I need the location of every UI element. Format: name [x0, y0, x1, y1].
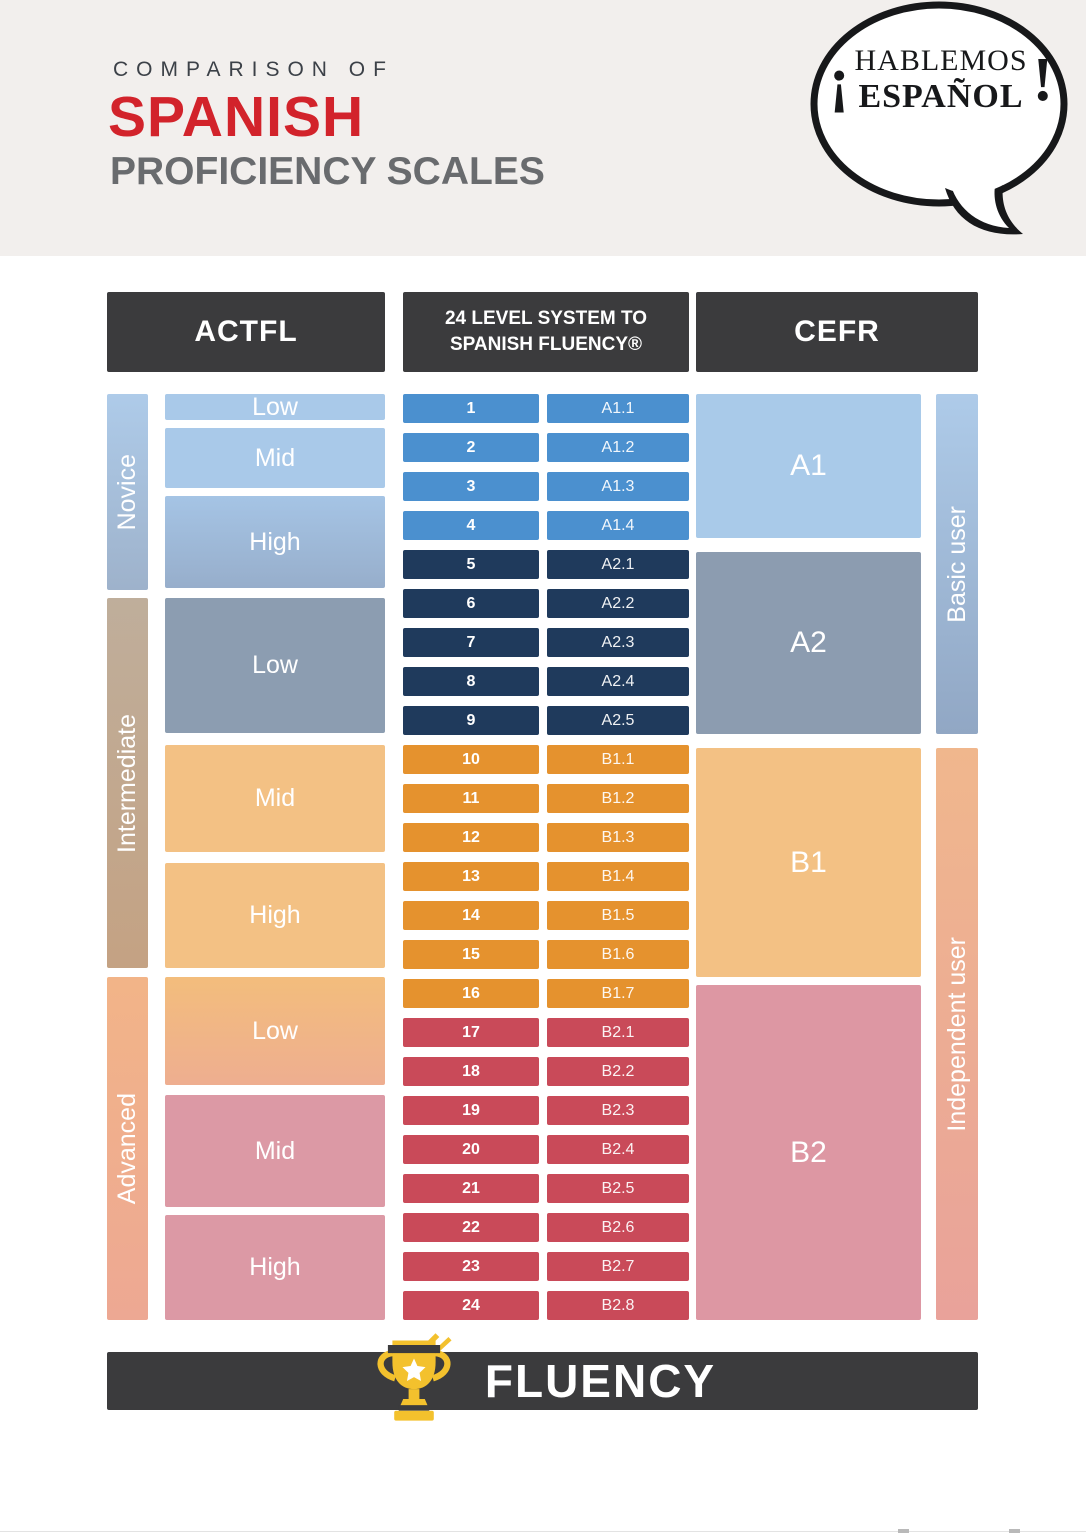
page-subtitle: PROFICIENCY SCALES [110, 150, 545, 193]
column-header-cefr: CEFR [696, 292, 978, 372]
level-number-13: 13 [403, 862, 539, 891]
level-number-11: 11 [403, 784, 539, 813]
fluency-bar: FLUENCY [107, 1333, 978, 1421]
fluency-label: FLUENCY [484, 1355, 717, 1407]
actfl-group-novice-label: Novice [113, 453, 141, 531]
level-number-14: 14 [403, 901, 539, 930]
logo-text: ¡ HABLEMOS ESPAÑOL ! [825, 44, 1057, 116]
column-header-actfl: ACTFL [107, 292, 385, 372]
bottom-speck [1009, 1529, 1020, 1533]
level-number-7: 7 [403, 628, 539, 657]
level-code-A1.4: A1.4 [547, 511, 689, 540]
level-code-B1.4: B1.4 [547, 862, 689, 891]
level-number-2: 2 [403, 433, 539, 462]
column-header-24-level-system: 24 LEVEL SYSTEM TO SPANISH FLUENCY® [403, 292, 689, 372]
level-code-B2.8: B2.8 [547, 1291, 689, 1320]
level-number-19: 19 [403, 1096, 539, 1125]
actfl-group-advanced: Advanced [107, 977, 148, 1320]
level-code-B1.1: B1.1 [547, 745, 689, 774]
cefr-user-independent: Independent user [936, 748, 978, 1320]
level-number-12: 12 [403, 823, 539, 852]
level-number-24: 24 [403, 1291, 539, 1320]
level-code-B2.7: B2.7 [547, 1252, 689, 1281]
level-code-B1.6: B1.6 [547, 940, 689, 969]
level-number-22: 22 [403, 1213, 539, 1242]
actfl-group-advanced-label: Advanced [113, 1092, 141, 1205]
actfl-group-novice: Novice [107, 394, 148, 590]
logo-line2: ESPAÑOL [858, 78, 1024, 115]
column-header-24-level-line1: 24 LEVEL SYSTEM TO [444, 308, 648, 330]
level-number-4: 4 [403, 511, 539, 540]
actfl-group-intermediate: Intermediate [107, 598, 148, 968]
cefr-user-independent-label: Independent user [942, 936, 971, 1132]
logo-speech-bubble: ¡ HABLEMOS ESPAÑOL ! [805, 0, 1081, 244]
cefr-band-a1: A1 [696, 394, 921, 538]
level-code-B2.4: B2.4 [547, 1135, 689, 1164]
level-number-23: 23 [403, 1252, 539, 1281]
cefr-user-basic-label: Basic user [942, 505, 971, 623]
actfl-novice-mid: Mid [165, 428, 385, 488]
level-number-8: 8 [403, 667, 539, 696]
level-code-B2.1: B2.1 [547, 1018, 689, 1047]
level-number-10: 10 [403, 745, 539, 774]
actfl-advanced-mid: Mid [165, 1095, 385, 1207]
column-header-24-level-line2: SPANISH FLUENCY® [449, 334, 643, 355]
actfl-intermediate-high: High [165, 863, 385, 968]
level-code-B2.6: B2.6 [547, 1213, 689, 1242]
level-code-B2.2: B2.2 [547, 1057, 689, 1086]
header-band: COMPARISON OF SPANISH PROFICIENCY SCALES… [0, 0, 1086, 256]
bottom-hairline [0, 1531, 1086, 1532]
logo-close-exclaim: ! [1032, 46, 1054, 114]
level-code-A1.2: A1.2 [547, 433, 689, 462]
cefr-band-b2: B2 [696, 985, 921, 1320]
level-code-A1.1: A1.1 [547, 394, 689, 423]
level-code-B1.7: B1.7 [547, 979, 689, 1008]
logo-open-exclaim: ¡ [828, 46, 850, 114]
level-number-16: 16 [403, 979, 539, 1008]
level-number-3: 3 [403, 472, 539, 501]
level-code-B2.3: B2.3 [547, 1096, 689, 1125]
level-number-9: 9 [403, 706, 539, 735]
actfl-intermediate-mid: Mid [165, 745, 385, 852]
level-code-A2.4: A2.4 [547, 667, 689, 696]
level-code-A2.3: A2.3 [547, 628, 689, 657]
page-title: SPANISH [108, 85, 365, 149]
level-code-A1.3: A1.3 [547, 472, 689, 501]
cefr-band-a2: A2 [696, 552, 921, 734]
speech-bubble-icon [810, 1, 1068, 235]
bottom-speck [898, 1529, 909, 1533]
actfl-intermediate-low: Low [165, 598, 385, 733]
level-number-18: 18 [403, 1057, 539, 1086]
actfl-novice-high: High [165, 496, 385, 588]
header-eyebrow: COMPARISON OF [113, 58, 394, 81]
level-number-1: 1 [403, 394, 539, 423]
level-code-A2.5: A2.5 [547, 706, 689, 735]
level-number-21: 21 [403, 1174, 539, 1203]
level-number-17: 17 [403, 1018, 539, 1047]
level-code-B1.2: B1.2 [547, 784, 689, 813]
level-number-6: 6 [403, 589, 539, 618]
actfl-group-intermediate-label: Intermediate [113, 713, 141, 853]
level-number-5: 5 [403, 550, 539, 579]
level-number-20: 20 [403, 1135, 539, 1164]
level-code-B1.3: B1.3 [547, 823, 689, 852]
trophy-icon [377, 1333, 452, 1421]
level-code-A2.1: A2.1 [547, 550, 689, 579]
actfl-advanced-high: High [165, 1215, 385, 1320]
actfl-novice-low: Low [165, 393, 385, 421]
level-code-A2.2: A2.2 [547, 589, 689, 618]
level-number-15: 15 [403, 940, 539, 969]
cefr-user-basic: Basic user [936, 394, 978, 734]
level-code-B2.5: B2.5 [547, 1174, 689, 1203]
actfl-advanced-low: Low [165, 977, 385, 1085]
level-code-B1.5: B1.5 [547, 901, 689, 930]
logo-line1: HABLEMOS [854, 44, 1028, 77]
cefr-band-b1: B1 [696, 748, 921, 977]
